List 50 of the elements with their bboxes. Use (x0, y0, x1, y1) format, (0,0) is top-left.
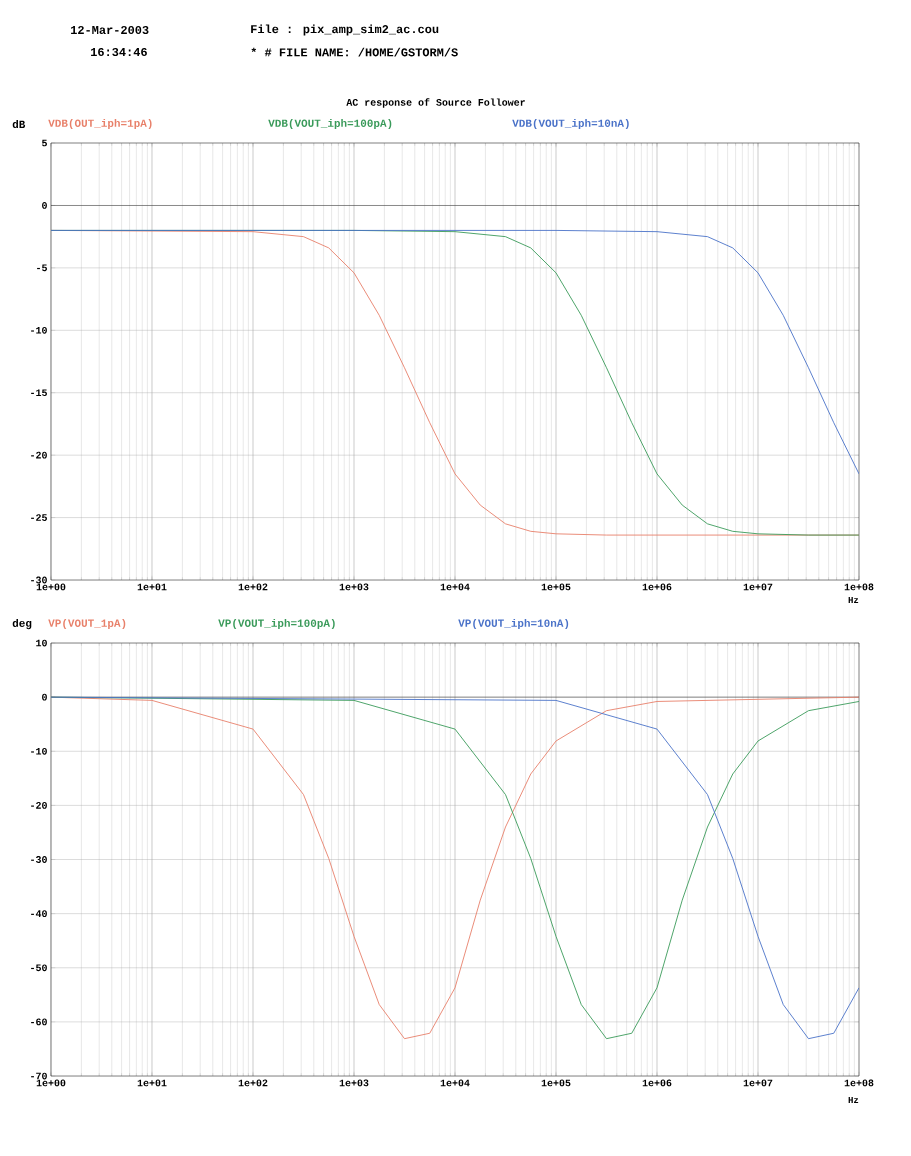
y-tick-label: -10 (31, 747, 47, 755)
text: VDB(VOUT_iph=10nA) (512, 118, 629, 130)
x-tick-label: 1e+02 (238, 583, 268, 591)
text: VDB(OUT_iph=1pA) (48, 118, 152, 130)
y-tick-label: -20 (31, 451, 47, 459)
y-tick-label: 0 (42, 693, 47, 701)
x-tick-label: 1e+02 (238, 1079, 268, 1087)
x-tick-label: 1e+03 (339, 1079, 369, 1087)
text: VP(VOUT_iph=100pA) (218, 618, 335, 630)
x-tick-label: 1e+06 (642, 583, 672, 591)
text: VP(VOUT_iph=10nA) (458, 618, 569, 630)
y-axis-title: deg (12, 618, 32, 630)
y-tick-label: -40 (31, 910, 47, 918)
x-tick-label: 1e+07 (743, 583, 773, 591)
y-tick-label: -5 (37, 264, 47, 272)
x-tick-label: 1e+05 (541, 583, 571, 591)
x-tick-label: 1e+08 (844, 1079, 874, 1087)
text: 16:34:46 (91, 47, 147, 57)
y-tick-label: -50 (31, 964, 47, 972)
y-tick-label: -10 (31, 326, 47, 334)
y-tick-label: 5 (42, 139, 47, 147)
x-axis-title: Hz (848, 1097, 859, 1103)
y-tick-label: -70 (31, 1072, 47, 1080)
x-tick-label: 1e+08 (844, 583, 874, 591)
x-tick-label: 1e+03 (339, 583, 369, 591)
y-axis-title: dB (12, 119, 26, 129)
text: VDB(VOUT_iph=100pA) (268, 118, 392, 130)
x-axis-title: Hz (848, 597, 859, 603)
y-tick-label: -20 (31, 802, 47, 809)
x-tick-label: 1e+00 (36, 583, 66, 591)
x-tick-label: 1e+04 (440, 583, 470, 591)
text: File : pix_amp_sim2_ac.cou (251, 24, 439, 36)
x-tick-label: 1e+00 (36, 1079, 66, 1087)
x-tick-label: 1e+05 (541, 1079, 571, 1087)
text: 12-Mar-2003 (71, 25, 149, 35)
y-tick-label: -60 (31, 1018, 47, 1026)
x-tick-label: 1e+06 (642, 1079, 672, 1087)
x-tick-label: 1e+01 (137, 1079, 167, 1087)
x-tick-label: 1e+01 (137, 583, 167, 591)
y-tick-label: -30 (31, 856, 47, 863)
y-tick-label: 10 (36, 639, 47, 647)
y-tick-label: -15 (31, 389, 47, 397)
y-tick-label: 0 (42, 202, 47, 209)
x-tick-label: 1e+04 (440, 1079, 470, 1087)
chart-title: AC response of Source Follower (346, 98, 525, 108)
y-tick-label: -25 (31, 514, 47, 521)
x-tick-label: 1e+07 (743, 1079, 773, 1087)
text: VP(VOUT_1pA) (48, 618, 126, 630)
text: * # FILE NAME: /HOME/GSTORM/S (251, 47, 458, 57)
y-tick-label: -30 (31, 576, 47, 584)
